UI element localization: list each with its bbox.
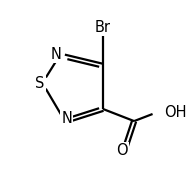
Text: N: N [61,111,72,126]
Text: S: S [35,76,45,90]
Text: O: O [116,143,128,158]
Text: N: N [51,47,62,62]
Text: Br: Br [95,20,111,35]
Text: OH: OH [164,105,187,120]
